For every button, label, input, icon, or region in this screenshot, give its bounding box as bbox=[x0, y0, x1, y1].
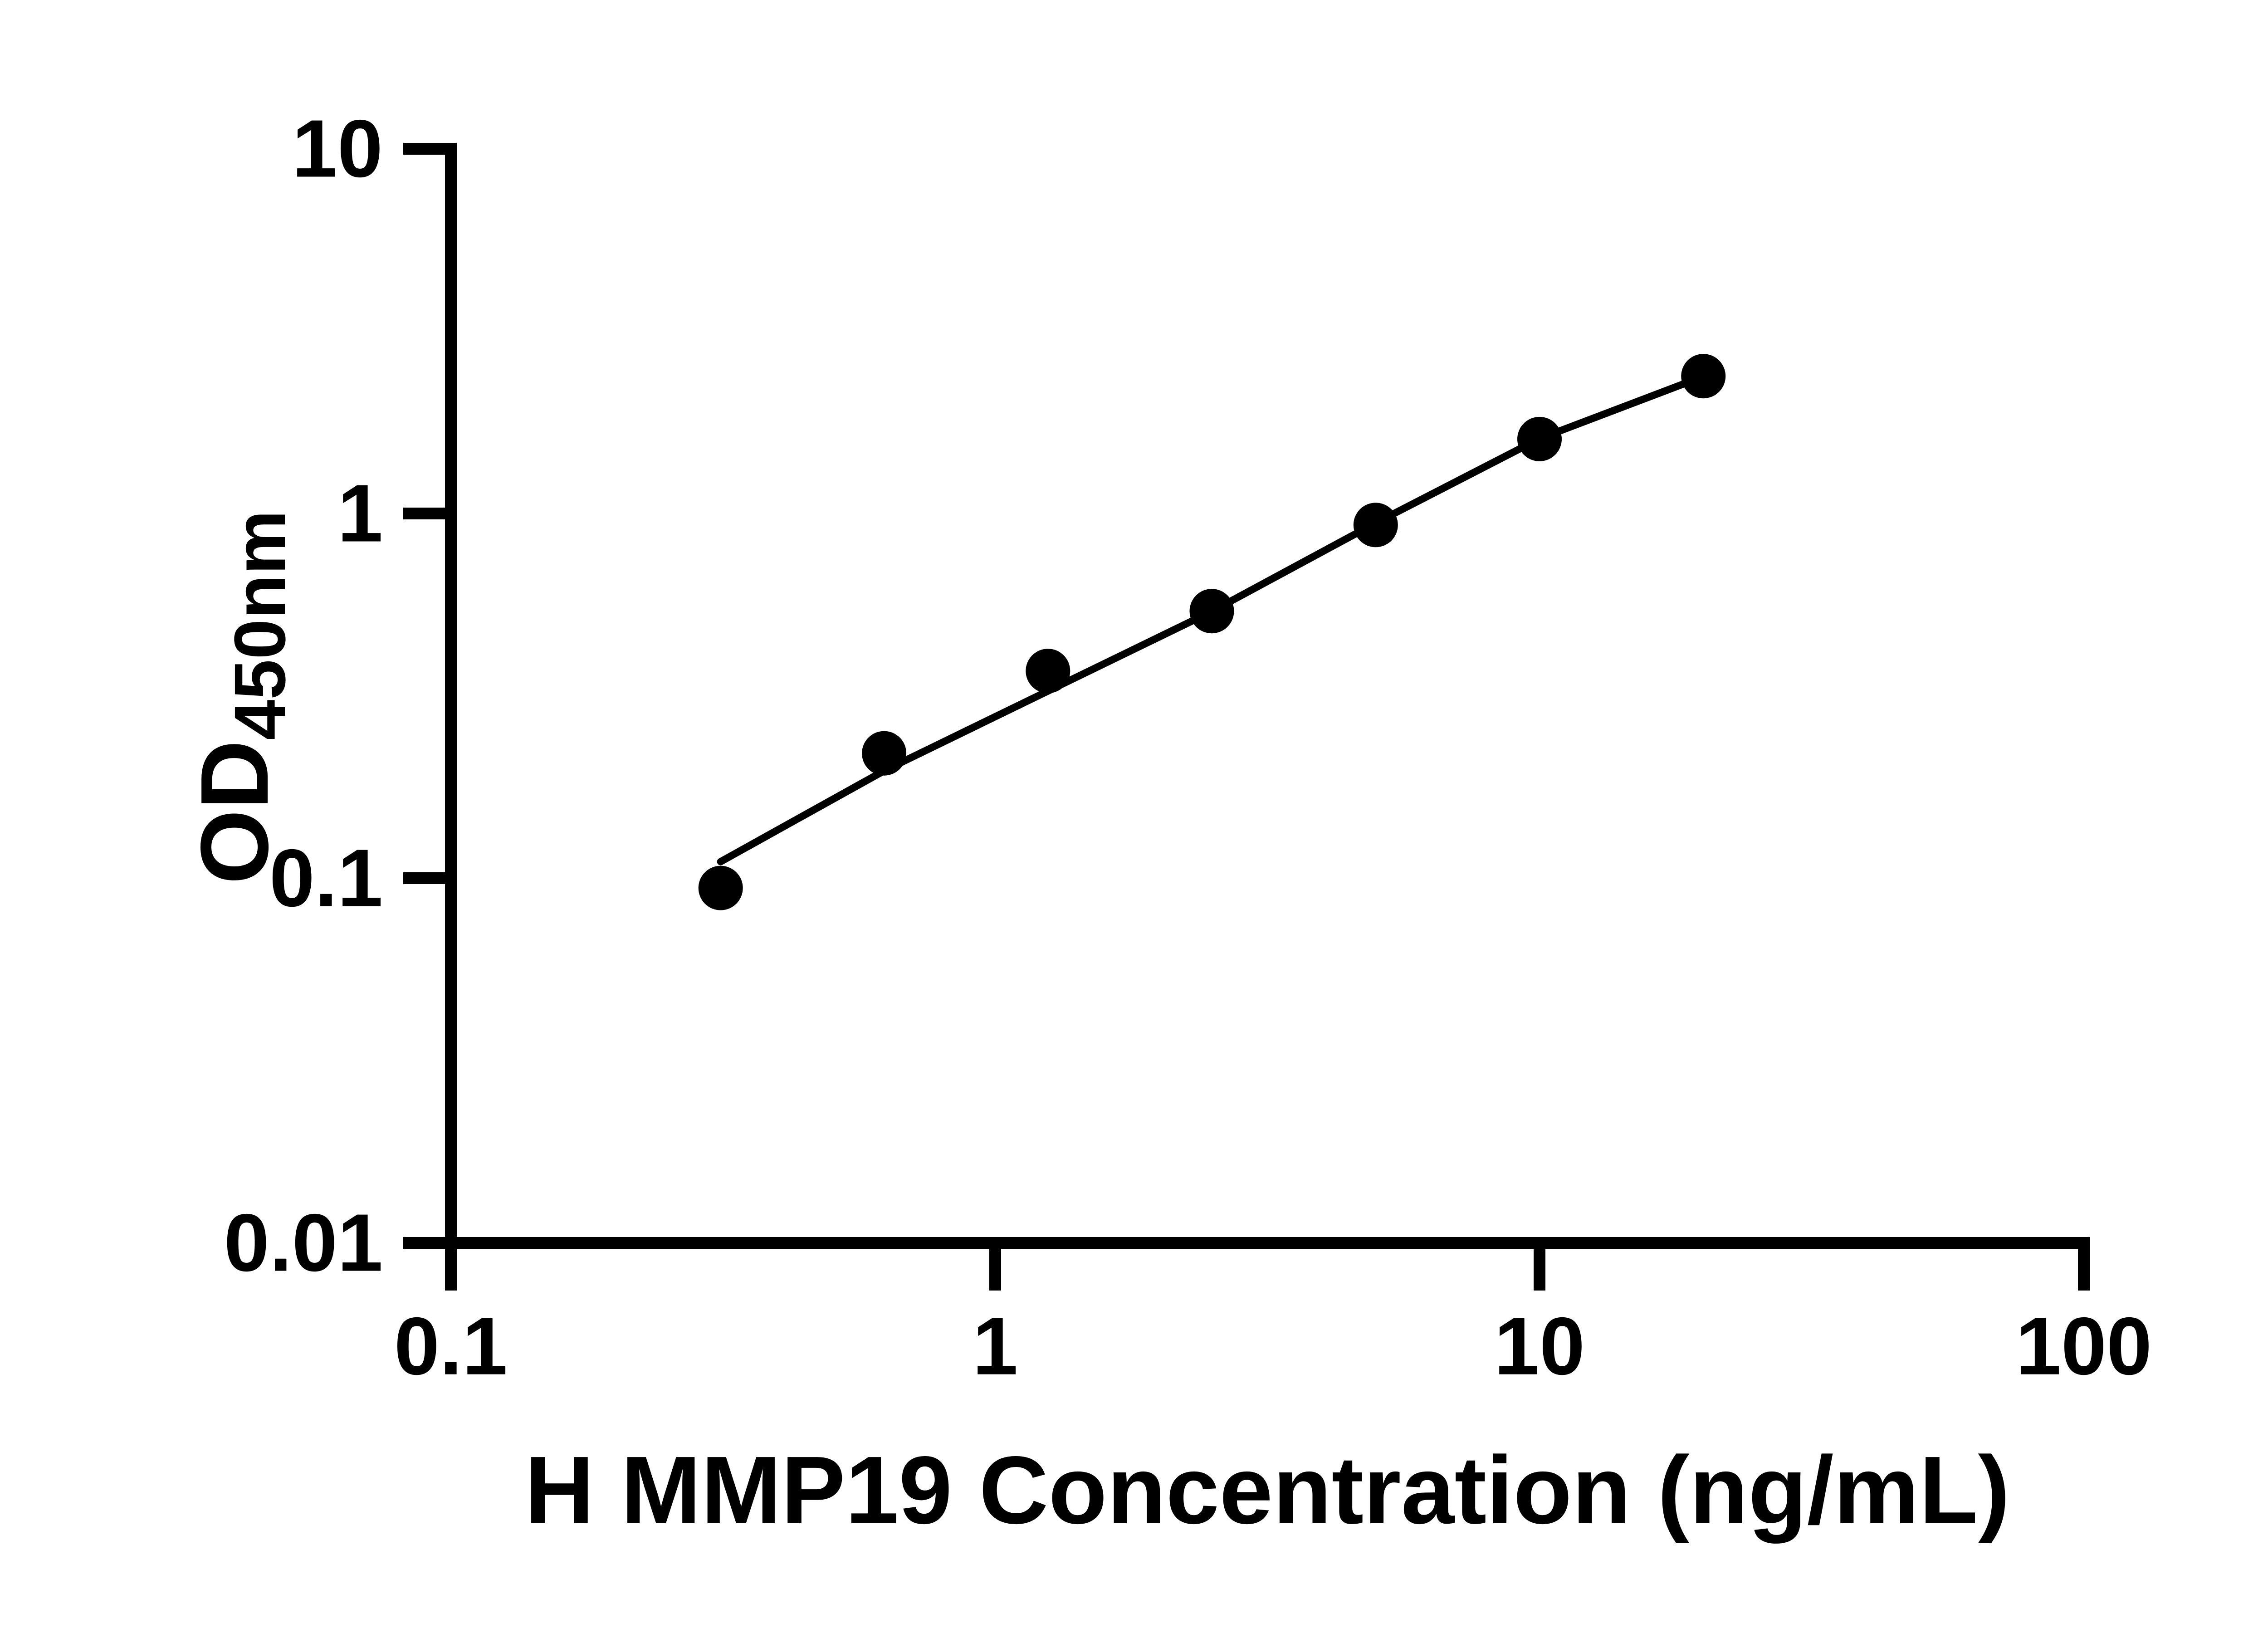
y-axis-title-main: OD bbox=[181, 740, 288, 884]
data-point-5 bbox=[1353, 503, 1398, 548]
y-tick-label-0.01: 0.01 bbox=[224, 1198, 383, 1289]
data-points bbox=[698, 354, 1726, 910]
data-point-10 bbox=[1517, 416, 1562, 461]
x-axis-title: H MMP19 Concentration (ng/mL) bbox=[525, 1436, 2010, 1544]
y-axis-title: OD450nm bbox=[181, 510, 300, 885]
data-point-2.5 bbox=[1189, 589, 1234, 634]
axes bbox=[445, 143, 2090, 1249]
y-tick-label-10: 10 bbox=[292, 103, 383, 195]
y-tick-label-0.1: 0.1 bbox=[269, 833, 383, 924]
data-point-0.313 bbox=[698, 865, 743, 910]
x-tick-label-100: 100 bbox=[2016, 1301, 2152, 1392]
y-tick-label-1: 1 bbox=[337, 468, 383, 559]
data-point-0.625 bbox=[862, 731, 907, 776]
x-tick-label-0.1: 0.1 bbox=[394, 1301, 508, 1392]
data-point-20 bbox=[1681, 354, 1726, 399]
axis-ticks bbox=[403, 143, 2090, 1291]
x-tick-label-1: 1 bbox=[973, 1301, 1018, 1392]
y-axis-title-subscript: 450nm bbox=[219, 510, 300, 740]
data-point-1.25 bbox=[1026, 649, 1070, 694]
x-tick-label-10: 10 bbox=[1494, 1301, 1585, 1392]
